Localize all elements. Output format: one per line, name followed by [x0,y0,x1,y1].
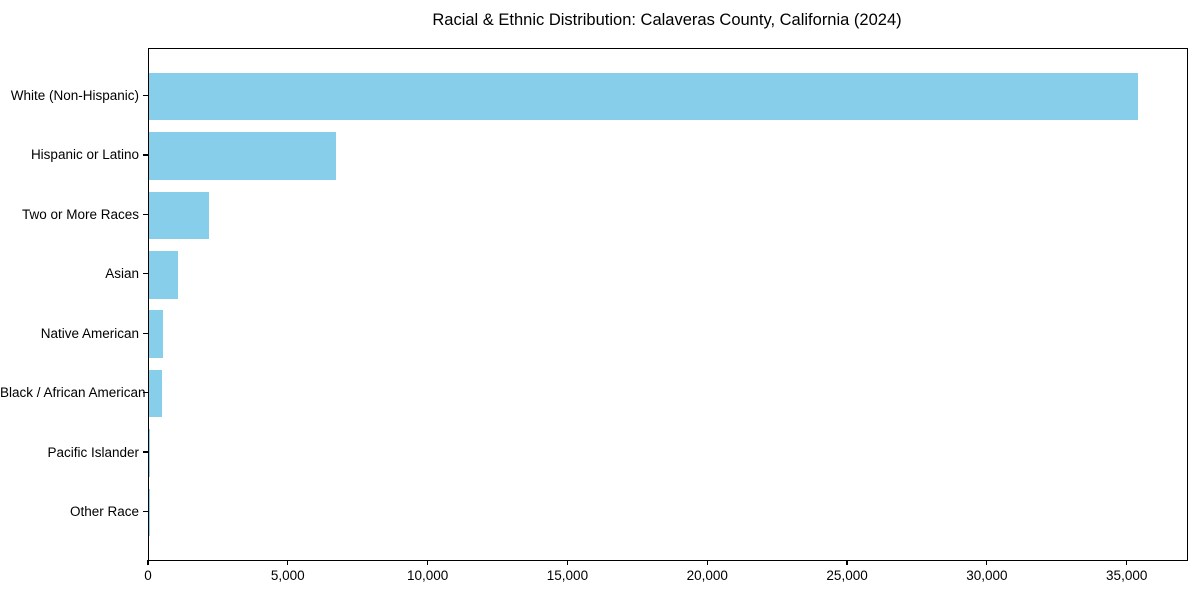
bar-asian [149,251,178,299]
bar-black-african-american [149,369,163,418]
x-tick-label: 25,000 [826,568,868,583]
chart-title: Racial & Ethnic Distribution: Calaveras … [432,11,902,29]
y-tick-mark [143,332,148,334]
y-tick-label: Two or More Races [21,206,139,222]
bar-pacific-islander [149,429,151,477]
y-tick-label: Hispanic or Latino [30,147,139,163]
plot-area [148,48,1188,561]
y-tick-mark [143,510,148,513]
y-tick-label: Other Race [69,503,139,519]
y-tick-label: White (Non-Hispanic) [10,88,139,104]
x-tick-mark [147,560,149,566]
bar-white-non-hispanic [149,72,1138,121]
y-tick-label: Black / African American [0,385,146,401]
x-tick-label: 15,000 [546,568,589,583]
y-tick-label: Asian [105,266,139,282]
bar-other-race [149,488,150,537]
x-tick-mark [846,560,848,566]
y-tick-mark [143,94,148,97]
y-tick-mark [143,213,148,215]
x-tick-mark [706,560,708,566]
bar-hispanic-or-latino [149,132,337,180]
x-tick-label: 30,000 [966,568,1008,583]
x-tick-mark [427,560,429,566]
x-tick-label: 20,000 [686,568,728,583]
x-tick-mark [566,560,569,566]
bar-two-or-more-races [149,191,210,240]
x-tick-label: 5,000 [270,568,305,583]
y-tick-label: Pacific Islander [47,444,139,460]
x-tick-mark [1126,560,1128,566]
x-tick-mark [986,560,988,566]
y-tick-mark [143,451,148,453]
y-tick-label: Native American [40,325,139,341]
y-tick-mark [143,273,148,275]
y-tick-mark [143,154,148,156]
x-tick-label: 10,000 [406,568,449,583]
x-tick-mark [287,560,289,566]
x-tick-label: 35,000 [1106,568,1148,583]
x-tick-label: 0 [144,568,152,583]
y-tick-mark [143,392,148,394]
bar-native-american [149,310,164,358]
